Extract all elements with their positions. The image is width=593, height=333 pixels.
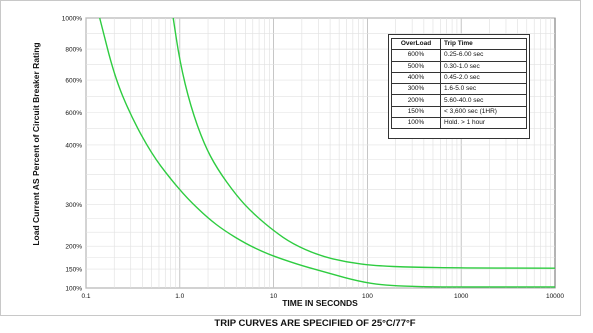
overload-cell: 100% — [391, 117, 441, 130]
y-tick-label: 600% — [65, 110, 82, 117]
overload-cell: 150% — [391, 105, 441, 119]
trip-time-table: OverLoad Trip Time 600% 0.25-6.00 sec 50… — [391, 37, 527, 130]
table-row: 500% 0.30-1.0 sec — [391, 60, 527, 73]
x-tick-label: 1.0 — [175, 293, 184, 300]
header-trip-time: Trip Time — [440, 37, 527, 51]
overload-cell: 300% — [391, 83, 441, 96]
x-axis-title: TIME IN SECONDS — [282, 298, 358, 308]
x-tick-label: 0.1 — [81, 293, 90, 300]
trip-time-cell: < 3,600 sec (1HR) — [440, 105, 527, 119]
table-row: 400% 0.45-2.0 sec — [391, 71, 527, 85]
x-tick-label: 100 — [362, 293, 373, 300]
trip-curves — [99, 17, 556, 288]
y-axis-title: Load Current AS Percent of Circuit Break… — [31, 42, 41, 246]
trip-time-cell: 0.45-2.0 sec — [440, 71, 527, 85]
y-tick-label: 150% — [65, 267, 82, 274]
lower-trip-curve — [99, 17, 555, 288]
trip-time-cell: 0.25-6.00 sec — [440, 49, 527, 62]
overload-cell: 600% — [391, 49, 441, 62]
y-tick-label: 800% — [65, 47, 82, 54]
y-tick-label: 200% — [65, 244, 82, 251]
trip-time-cell: Hold. > 1 hour — [440, 117, 527, 130]
upper-trip-curve — [172, 17, 556, 269]
overload-cell: 400% — [391, 71, 441, 85]
table-row: 600% 0.25-6.00 sec — [391, 49, 527, 62]
chart-caption: TRIP CURVES ARE SPECIFIED OF 25°C/77°F — [214, 318, 416, 329]
y-axis-ticks: 1000% 800% 600% 600% 400% 300% 200% 150% 100% — [62, 16, 82, 293]
y-tick-label: 400% — [65, 142, 82, 149]
table-row: 150% < 3,600 sec (1HR) — [391, 105, 527, 119]
trip-time-cell: 5.60-40.0 sec — [440, 94, 527, 107]
overload-cell: 200% — [391, 94, 441, 107]
x-tick-label: 1000 — [454, 293, 469, 300]
x-tick-label: 10000 — [546, 293, 564, 300]
legend-box: OverLoad Trip Time 600% 0.25-6.00 sec 50… — [388, 34, 530, 139]
table-row: 100% Hold. > 1 hour — [391, 117, 527, 130]
header-overload: OverLoad — [391, 37, 441, 51]
overload-cell: 500% — [391, 60, 441, 73]
x-axis-ticks: 0.1 1.0 10 100 1000 10000 — [81, 293, 564, 300]
table-row: 200% 5.60-40.0 sec — [391, 94, 527, 107]
figure-border — [0, 0, 581, 316]
x-tick-label: 10 — [270, 293, 278, 300]
y-tick-label: 300% — [65, 202, 82, 209]
y-tick-label: 600% — [65, 78, 82, 85]
trip-time-cell: 0.30-1.0 sec — [440, 60, 527, 73]
table-header-row: OverLoad Trip Time — [391, 37, 527, 51]
y-tick-label: 1000% — [62, 16, 82, 23]
table-row: 300% 1.6-5.0 sec — [391, 83, 527, 96]
y-tick-label: 100% — [65, 286, 82, 293]
trip-time-cell: 1.6-5.0 sec — [440, 83, 527, 96]
